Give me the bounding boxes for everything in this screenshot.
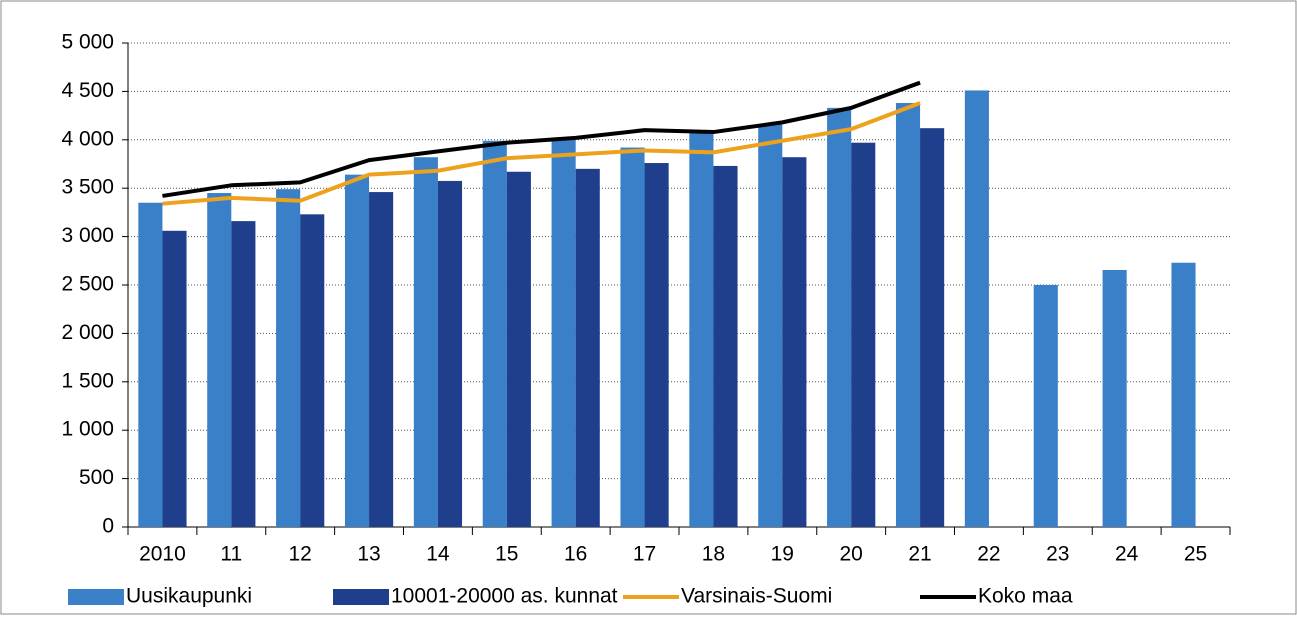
bar bbox=[369, 192, 394, 527]
bar bbox=[482, 140, 507, 527]
bar bbox=[758, 124, 783, 527]
bar bbox=[644, 163, 669, 528]
bar bbox=[895, 103, 921, 528]
legend-swatch bbox=[68, 589, 124, 605]
x-tick-label: 23 bbox=[1046, 543, 1069, 566]
x-tick-label: 19 bbox=[771, 543, 794, 566]
bar bbox=[575, 168, 600, 527]
bar bbox=[437, 180, 463, 527]
bar bbox=[851, 142, 876, 528]
bar bbox=[162, 230, 187, 528]
x-tick-label: 15 bbox=[495, 543, 518, 566]
y-tick-label: 1 500 bbox=[61, 369, 114, 392]
y-tick-label: 3 000 bbox=[61, 224, 114, 247]
line bbox=[162, 80, 921, 198]
bar bbox=[920, 128, 945, 527]
y-tick-label: 2 500 bbox=[61, 273, 114, 296]
bar bbox=[713, 165, 738, 527]
y-tick-label: 2 000 bbox=[61, 321, 114, 344]
bar bbox=[344, 174, 370, 527]
bar bbox=[964, 90, 989, 527]
bar bbox=[1171, 262, 1196, 527]
x-tick-label: 25 bbox=[1184, 543, 1207, 566]
bar bbox=[207, 193, 232, 528]
bar bbox=[827, 107, 852, 527]
x-tick-label: 21 bbox=[908, 543, 931, 566]
y-tick-label: 5 000 bbox=[61, 31, 114, 54]
x-tick-label: 13 bbox=[357, 543, 380, 566]
bar bbox=[551, 139, 576, 528]
bar bbox=[276, 189, 301, 527]
bar bbox=[782, 157, 807, 527]
bar bbox=[413, 157, 438, 527]
legend-label: Uusikaupunki bbox=[126, 585, 252, 608]
x-tick-label: 24 bbox=[1115, 543, 1139, 566]
bar bbox=[300, 214, 325, 527]
x-tick-label: 18 bbox=[702, 543, 725, 566]
y-tick-label: 0 bbox=[102, 515, 114, 538]
legend-label: Varsinais-Suomi bbox=[681, 585, 832, 608]
legend-label: 10001-20000 as. kunnat bbox=[391, 585, 618, 608]
legend-label: Koko maa bbox=[978, 585, 1073, 608]
y-tick-label: 4 500 bbox=[61, 79, 114, 102]
legend-swatch bbox=[333, 589, 389, 605]
x-tick-label: 20 bbox=[840, 543, 863, 566]
y-tick-label: 3 500 bbox=[61, 176, 114, 199]
bar bbox=[231, 221, 256, 527]
x-tick-label: 14 bbox=[426, 543, 450, 566]
line bbox=[162, 101, 921, 206]
bar bbox=[138, 202, 163, 527]
x-tick-label: 12 bbox=[289, 543, 312, 566]
x-tick-label: 2010 bbox=[139, 543, 186, 566]
x-tick-label: 22 bbox=[977, 543, 1000, 566]
x-tick-label: 16 bbox=[564, 543, 587, 566]
y-tick-label: 4 000 bbox=[61, 127, 114, 150]
x-tick-label: 17 bbox=[633, 543, 656, 566]
bar bbox=[506, 171, 531, 527]
bar bbox=[689, 130, 714, 527]
x-tick-label: 11 bbox=[220, 543, 242, 566]
bar bbox=[1102, 269, 1127, 527]
bar bbox=[1033, 285, 1058, 527]
bar bbox=[620, 147, 645, 527]
y-tick-label: 1 000 bbox=[61, 418, 114, 441]
y-tick-label: 500 bbox=[79, 466, 114, 489]
